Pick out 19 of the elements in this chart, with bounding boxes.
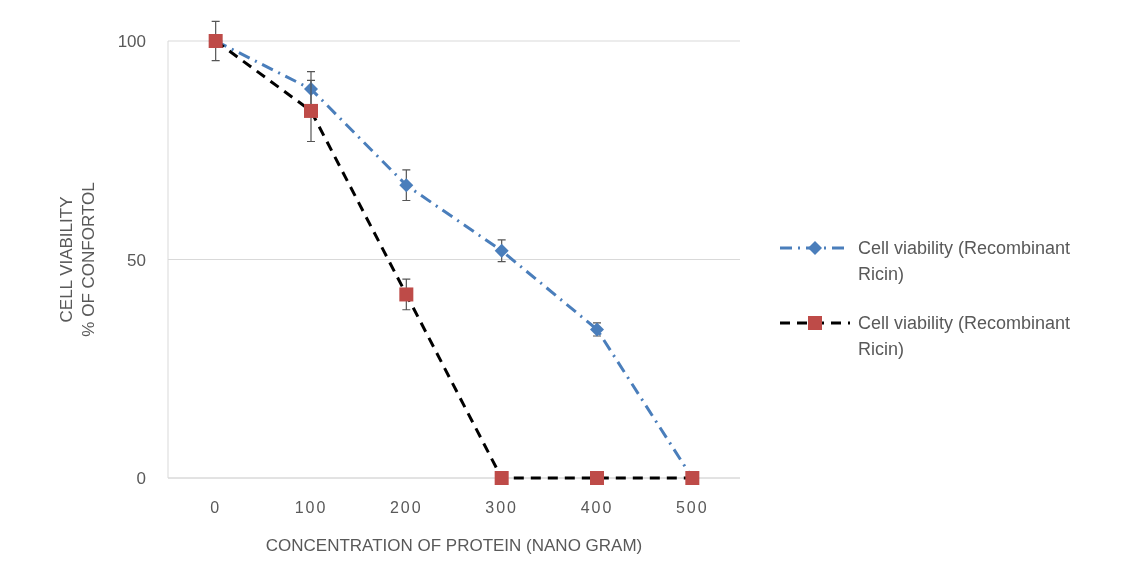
legend-label: Cell viability (Recombinant Ricin) — [858, 313, 1071, 359]
x-tick-label: 0 — [210, 499, 222, 516]
point — [399, 287, 414, 302]
x-tick-label: 200 — [389, 499, 423, 516]
point — [399, 178, 414, 193]
legend-label: Cell viability (Recombinant Ricin) — [858, 238, 1071, 284]
x-tick-label: 300 — [485, 499, 519, 516]
y-tick-label: 0 — [136, 469, 146, 488]
x-tick-label: 500 — [675, 499, 709, 516]
y-axis-title: CELL VIABILITY % OF CONFORTOL — [57, 182, 98, 337]
y-tick-label: 100 — [117, 32, 146, 51]
point — [590, 471, 604, 485]
x-axis-title: CONCENTRATION OF PROTEIN (NANO GRAM) — [265, 536, 643, 555]
point — [304, 103, 318, 118]
x-tick-label: 400 — [580, 499, 614, 516]
x-tick-label: 100 — [294, 499, 328, 516]
point — [494, 471, 509, 485]
y-tick-label: 50 — [127, 250, 146, 270]
point — [494, 243, 509, 258]
